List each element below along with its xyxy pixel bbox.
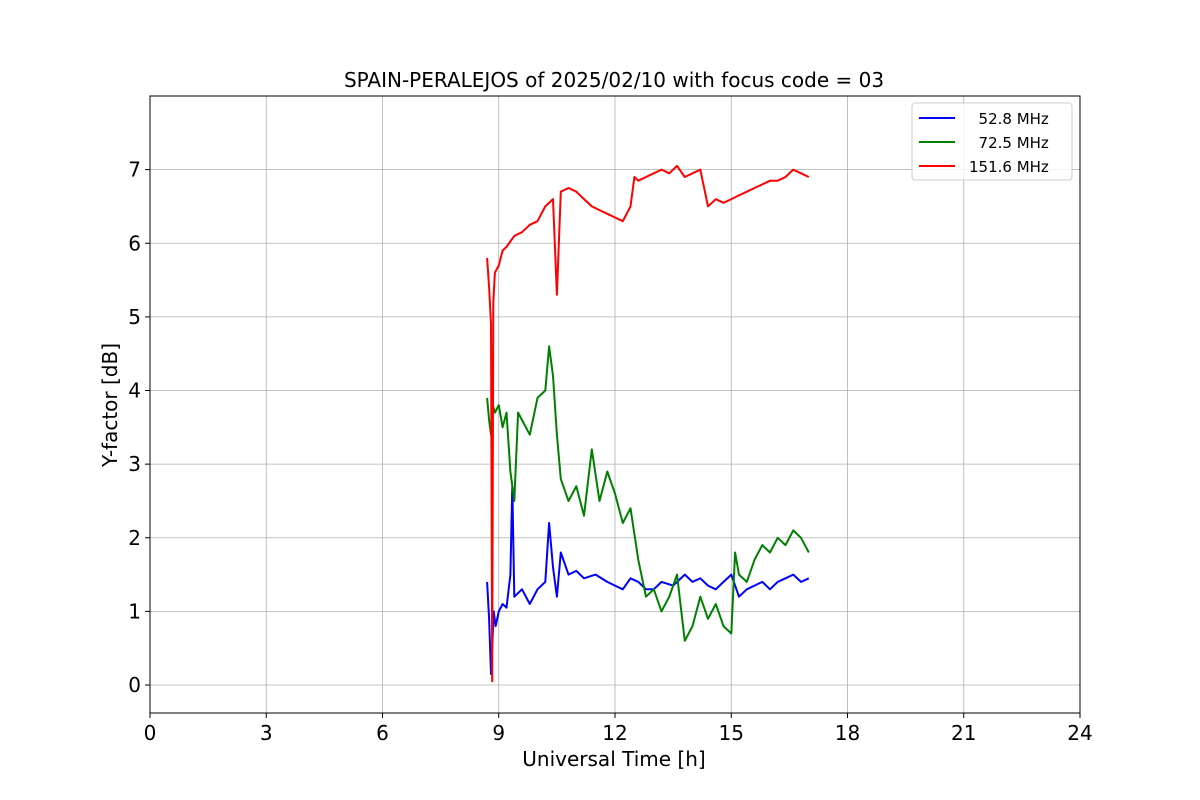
series-line	[486, 485, 810, 675]
y-tick-label: 2	[128, 526, 141, 550]
series-line	[486, 164, 810, 683]
y-tick-label: 6	[128, 231, 141, 255]
y-ticks: 0 1 2 3 4 5 6 7	[128, 158, 150, 697]
legend-label: 151.6 MHz	[969, 158, 1049, 176]
x-axis-label: Universal Time [h]	[522, 747, 705, 771]
x-tick-label: 3	[260, 721, 273, 745]
x-tick-label: 18	[835, 721, 860, 745]
x-tick-label: 0	[144, 721, 157, 745]
legend: 52.8 MHz 72.5 MHz 151.6 MHz	[911, 102, 1073, 181]
x-tick-label: 9	[492, 721, 505, 745]
y-tick-label: 4	[128, 379, 141, 403]
y-tick-label: 0	[128, 673, 141, 697]
legend-box	[911, 102, 1073, 181]
series-line	[486, 345, 810, 642]
y-tick-label: 3	[128, 452, 141, 476]
x-tick-label: 24	[1067, 721, 1092, 745]
legend-label: 72.5 MHz	[969, 134, 1049, 152]
y-axis-label: Y-factor [dB]	[98, 343, 122, 468]
legend-label: 52.8 MHz	[969, 110, 1049, 128]
x-tick-label: 6	[376, 721, 389, 745]
x-tick-label: 21	[951, 721, 976, 745]
x-tick-label: 15	[719, 721, 744, 745]
series-layer	[486, 164, 810, 683]
y-tick-label: 5	[128, 305, 141, 329]
chart-title: SPAIN-PERALEJOS of 2025/02/10 with focus…	[344, 68, 884, 92]
y-tick-label: 1	[128, 599, 141, 623]
y-tick-label: 7	[128, 158, 141, 182]
x-tick-label: 12	[602, 721, 627, 745]
x-ticks: 0 3 6 9 12 15 18 21 24	[144, 713, 1093, 745]
